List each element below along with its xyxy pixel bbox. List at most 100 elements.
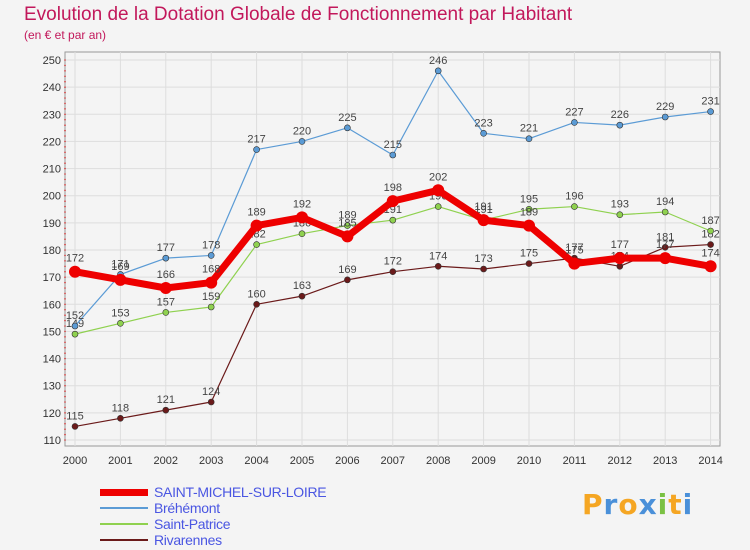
y-minor-tick <box>64 352 66 354</box>
x-tick-label: 2004 <box>244 455 268 467</box>
data-label: 178 <box>202 239 220 251</box>
y-minor-tick <box>64 417 66 420</box>
data-point <box>71 423 79 430</box>
y-tick-label: 220 <box>43 136 61 148</box>
data-point <box>344 222 351 229</box>
data-point <box>568 257 581 270</box>
y-minor-tick <box>64 243 66 246</box>
data-point <box>704 260 717 273</box>
data-point <box>707 227 714 235</box>
data-point <box>389 268 397 276</box>
x-tick-label: 2006 <box>335 455 359 467</box>
data-label: 220 <box>293 125 311 137</box>
data-label: 195 <box>520 193 538 205</box>
y-minor-tick <box>64 238 66 240</box>
y-tick-label: 110 <box>43 435 61 447</box>
y-minor-tick <box>64 265 66 268</box>
data-point <box>344 124 351 132</box>
logo-letter: r <box>603 488 619 521</box>
data-label: 159 <box>202 291 220 303</box>
legend-label-saint-patrice: Saint-Patrice <box>154 516 231 532</box>
y-minor-tick <box>64 303 66 306</box>
logo-letter: o <box>618 488 639 521</box>
y-minor-tick <box>64 232 66 235</box>
data-label: 185 <box>338 217 356 229</box>
legend-swatch-saint-patrice <box>100 523 148 525</box>
data-point <box>477 214 490 227</box>
data-label: 160 <box>247 288 265 300</box>
data-label: 171 <box>111 258 129 270</box>
data-label: 189 <box>247 207 265 219</box>
legend-label-rivarennes: Rivarennes <box>154 532 222 548</box>
data-point <box>616 262 624 270</box>
y-minor-tick <box>64 64 66 67</box>
x-tick-label: 2003 <box>199 455 223 467</box>
data-point <box>707 108 714 115</box>
data-label: 177 <box>157 242 175 254</box>
data-point <box>71 330 79 338</box>
y-minor-tick <box>64 379 66 382</box>
y-minor-tick <box>64 86 66 88</box>
data-point <box>253 300 260 308</box>
data-point <box>661 113 669 121</box>
y-minor-tick <box>64 178 66 181</box>
data-label: 221 <box>520 123 538 135</box>
y-minor-tick <box>64 129 66 132</box>
data-label: 196 <box>565 191 583 203</box>
y-minor-tick <box>64 287 66 289</box>
data-point <box>661 243 669 251</box>
data-point <box>117 414 124 422</box>
legend-label-saint-michel: SAINT-MICHEL-SUR-LOIRE <box>154 484 327 500</box>
y-minor-tick <box>64 363 66 365</box>
data-label: 172 <box>66 253 84 265</box>
y-minor-tick <box>64 97 66 99</box>
data-point <box>162 406 170 414</box>
data-point <box>571 203 578 210</box>
y-minor-tick <box>64 384 66 387</box>
data-point <box>207 252 215 259</box>
data-label: 115 <box>66 410 84 422</box>
y-minor-tick <box>64 412 66 414</box>
data-point <box>117 319 124 327</box>
data-label: 153 <box>111 307 129 319</box>
y-minor-tick <box>64 260 66 262</box>
legend-item-brehemont: Bréhémont <box>100 500 326 516</box>
y-tick-label: 170 <box>43 272 61 284</box>
legend-item-saint-michel: SAINT-MICHEL-SUR-LOIRE <box>100 484 327 500</box>
y-minor-tick <box>64 439 66 441</box>
y-minor-tick <box>64 314 66 316</box>
x-tick-label: 2005 <box>290 455 314 467</box>
x-tick-label: 2007 <box>381 455 405 467</box>
data-point <box>434 262 442 270</box>
data-point <box>205 276 218 289</box>
data-point <box>525 205 533 213</box>
logo-letter: x <box>638 488 658 521</box>
data-label: 177 <box>565 242 583 254</box>
y-minor-tick <box>64 91 66 94</box>
data-point <box>616 121 624 129</box>
data-point <box>659 252 672 265</box>
x-tick-label: 2002 <box>154 455 178 467</box>
data-label: 174 <box>701 247 719 259</box>
data-label: 246 <box>429 55 447 67</box>
data-label: 121 <box>157 394 175 406</box>
data-point <box>480 265 487 273</box>
data-point <box>523 219 535 232</box>
y-minor-tick <box>64 341 66 344</box>
y-minor-tick <box>64 292 66 295</box>
logo-letter: P <box>582 488 604 521</box>
logo-letter: i <box>682 488 694 521</box>
data-point <box>571 119 578 126</box>
data-point <box>162 254 170 262</box>
y-minor-tick <box>64 113 66 116</box>
y-minor-tick <box>64 428 66 430</box>
y-tick-label: 190 <box>43 218 61 230</box>
y-minor-tick <box>64 422 66 425</box>
data-label: 173 <box>474 253 492 265</box>
y-minor-tick <box>64 222 66 224</box>
data-label: 189 <box>338 210 356 222</box>
y-minor-tick <box>64 189 66 192</box>
y-minor-tick <box>64 102 66 105</box>
y-minor-tick <box>64 146 66 148</box>
x-tick-label: 2000 <box>63 455 87 467</box>
